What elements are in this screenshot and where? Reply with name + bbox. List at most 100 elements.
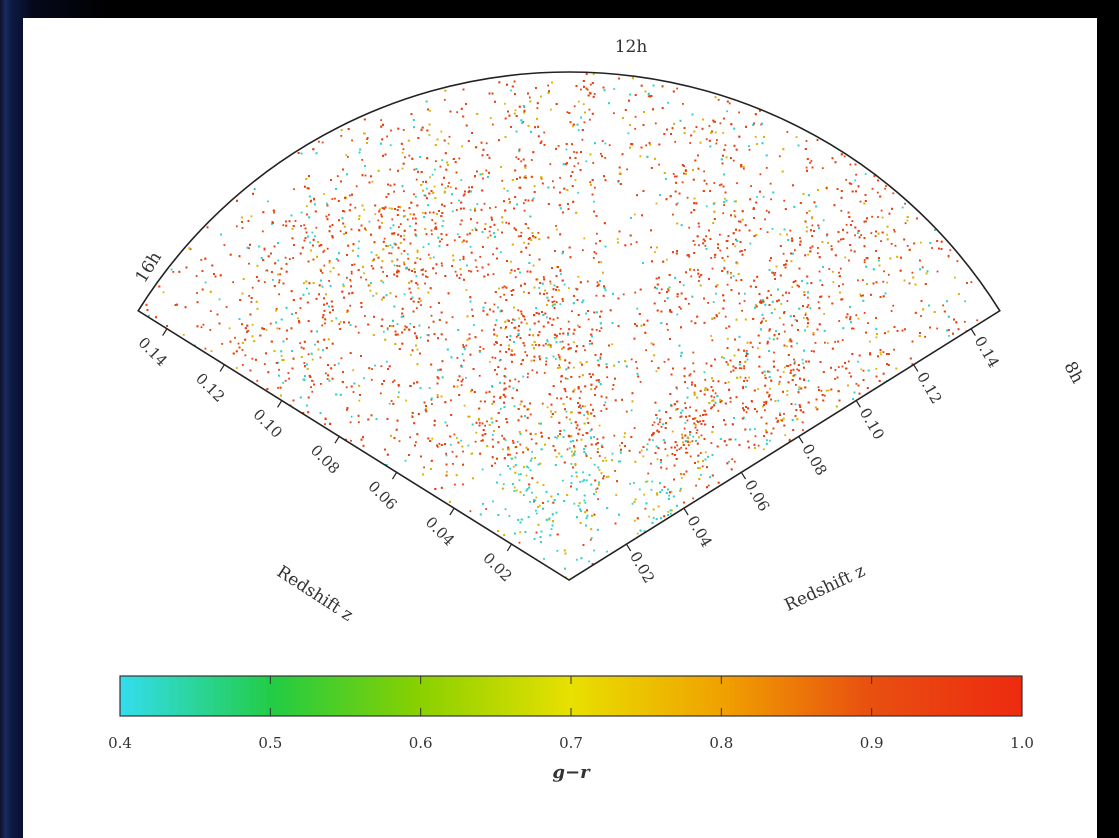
- galaxy-point: [875, 336, 878, 339]
- galaxy-point: [246, 381, 249, 384]
- galaxy-point: [689, 142, 692, 144]
- galaxy-point: [883, 270, 885, 273]
- galaxy-point: [328, 280, 330, 282]
- galaxy-point: [651, 424, 654, 426]
- galaxy-point: [566, 448, 569, 451]
- galaxy-point: [300, 225, 302, 227]
- galaxy-point: [657, 423, 660, 426]
- galaxy-point: [789, 364, 792, 366]
- galaxy-point: [857, 360, 860, 363]
- galaxy-point: [561, 340, 564, 343]
- galaxy-point: [445, 452, 447, 455]
- galaxy-point: [979, 365, 982, 368]
- galaxy-point: [783, 330, 786, 333]
- galaxy-point: [654, 251, 656, 253]
- galaxy-point: [713, 182, 716, 184]
- galaxy-point: [446, 424, 449, 427]
- galaxy-point: [555, 301, 558, 303]
- galaxy-point: [875, 367, 878, 370]
- galaxy-point: [711, 267, 714, 270]
- galaxy-point: [324, 322, 326, 325]
- galaxy-point: [310, 424, 313, 426]
- galaxy-point: [854, 234, 856, 237]
- galaxy-point: [611, 388, 614, 391]
- galaxy-point: [908, 282, 911, 285]
- galaxy-point: [617, 181, 620, 183]
- galaxy-point: [507, 448, 509, 451]
- galaxy-point: [698, 225, 701, 228]
- galaxy-point: [974, 360, 976, 363]
- galaxy-point: [196, 292, 198, 294]
- galaxy-point: [460, 439, 463, 442]
- galaxy-point: [818, 270, 821, 273]
- galaxy-point: [811, 224, 814, 227]
- galaxy-point: [488, 360, 491, 363]
- galaxy-point: [892, 192, 895, 195]
- galaxy-point: [423, 194, 426, 197]
- galaxy-point: [451, 316, 454, 319]
- galaxy-point: [474, 259, 477, 262]
- galaxy-point: [726, 272, 729, 275]
- galaxy-point: [893, 228, 895, 231]
- galaxy-point: [494, 357, 497, 359]
- galaxy-point: [692, 435, 695, 438]
- galaxy-point: [754, 303, 757, 306]
- galaxy-point: [250, 215, 253, 218]
- galaxy-point: [807, 253, 809, 256]
- galaxy-point: [867, 322, 869, 324]
- galaxy-point: [369, 468, 372, 471]
- galaxy-point: [823, 394, 826, 397]
- galaxy-point: [807, 296, 809, 299]
- galaxy-point: [788, 292, 791, 294]
- galaxy-point: [788, 439, 791, 442]
- galaxy-point: [386, 135, 388, 138]
- galaxy-point: [931, 247, 933, 249]
- galaxy-point: [311, 390, 314, 393]
- galaxy-point: [794, 249, 796, 252]
- galaxy-point: [726, 337, 729, 340]
- galaxy-point: [828, 268, 831, 270]
- galaxy-point: [225, 381, 228, 383]
- galaxy-point: [668, 494, 670, 497]
- galaxy-point: [780, 303, 783, 305]
- galaxy-point: [525, 474, 528, 477]
- galaxy-point: [415, 178, 418, 181]
- galaxy-point: [403, 263, 406, 266]
- galaxy-point: [366, 137, 369, 139]
- galaxy-point: [710, 257, 713, 259]
- galaxy-point: [546, 316, 548, 319]
- galaxy-point: [256, 394, 258, 397]
- galaxy-point: [395, 295, 397, 298]
- galaxy-point: [853, 430, 856, 433]
- galaxy-point: [530, 457, 533, 460]
- galaxy-point: [879, 351, 882, 354]
- galaxy-point: [655, 370, 658, 373]
- galaxy-point: [475, 431, 478, 434]
- galaxy-point: [546, 406, 549, 409]
- galaxy-point: [634, 291, 637, 294]
- galaxy-point: [745, 385, 747, 388]
- galaxy-point: [308, 292, 310, 295]
- galaxy-point: [512, 439, 514, 442]
- galaxy-point: [823, 313, 825, 315]
- galaxy-point: [758, 342, 761, 344]
- galaxy-point: [491, 434, 494, 436]
- galaxy-point: [769, 182, 772, 185]
- galaxy-point: [684, 402, 686, 405]
- galaxy-point: [600, 410, 603, 412]
- galaxy-point: [578, 375, 581, 378]
- galaxy-point: [351, 139, 353, 142]
- galaxy-point: [430, 398, 433, 401]
- galaxy-point: [275, 308, 278, 310]
- galaxy-point: [523, 209, 526, 212]
- galaxy-point: [469, 208, 472, 211]
- galaxy-point: [385, 245, 388, 247]
- galaxy-point: [686, 196, 689, 199]
- galaxy-point: [782, 252, 785, 255]
- galaxy-point: [732, 275, 735, 277]
- galaxy-point: [465, 344, 468, 347]
- galaxy-point: [172, 271, 175, 273]
- galaxy-point: [370, 251, 373, 254]
- galaxy-point: [670, 512, 672, 515]
- galaxy-point: [715, 292, 717, 295]
